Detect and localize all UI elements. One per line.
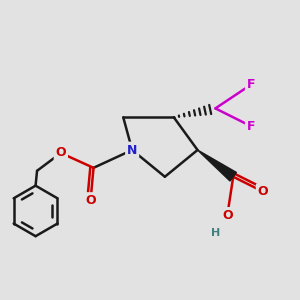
Text: F: F [247,78,255,91]
Text: O: O [85,194,96,207]
Text: O: O [258,185,268,198]
Text: H: H [211,228,220,238]
Polygon shape [198,150,236,181]
Text: O: O [56,146,66,160]
Text: O: O [222,209,232,222]
Text: H: H [211,228,220,238]
Text: O: O [258,185,268,198]
Text: F: F [247,120,255,133]
Text: F: F [247,120,255,133]
Text: O: O [85,194,96,207]
Text: O: O [56,146,66,160]
Text: N: N [127,143,137,157]
Text: O: O [222,209,232,222]
Text: N: N [127,143,137,157]
Text: F: F [247,78,255,91]
